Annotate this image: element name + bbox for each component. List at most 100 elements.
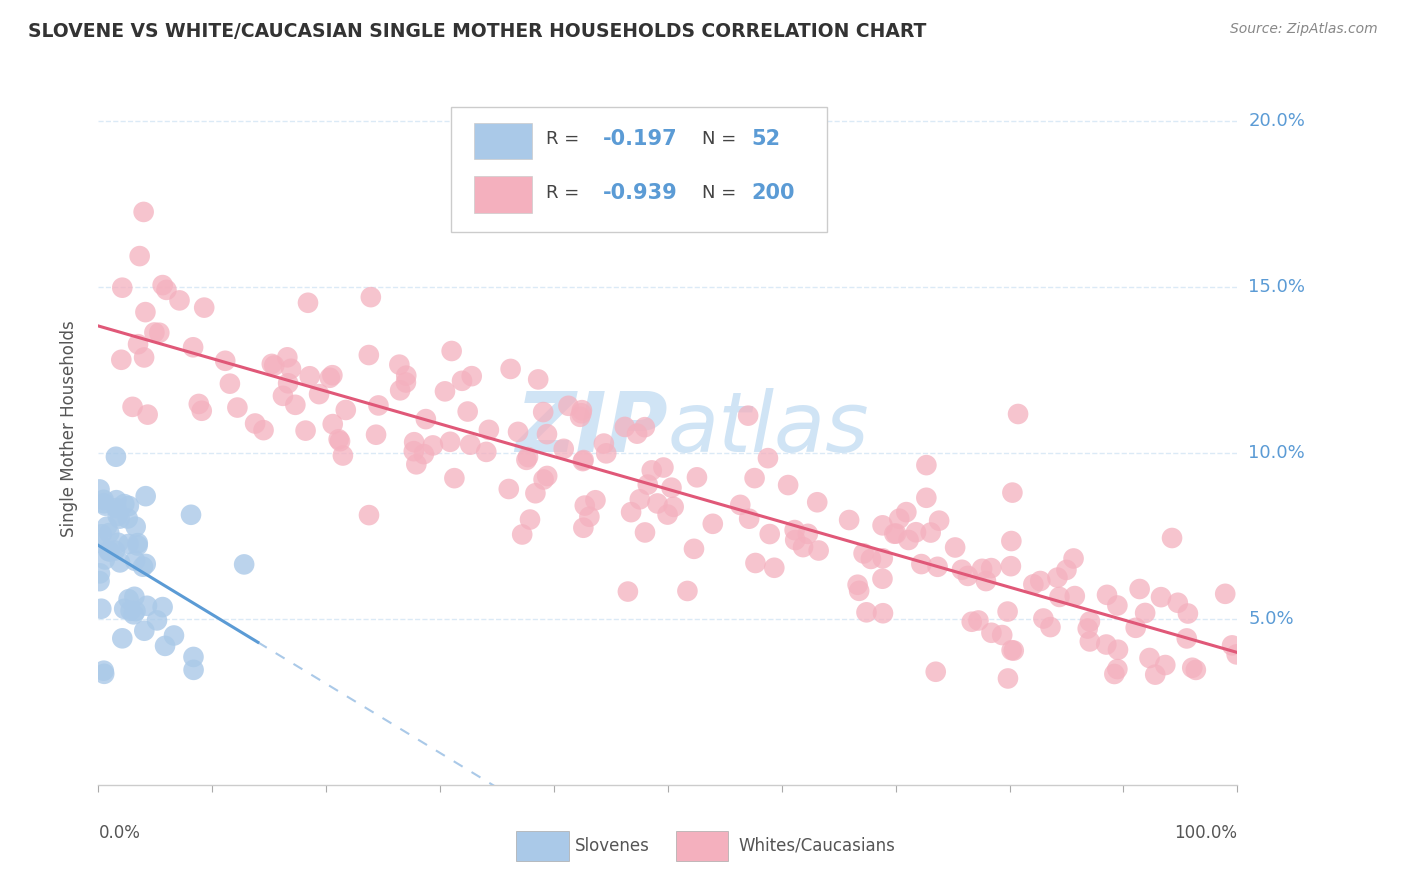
Point [1154, 658, 1177, 673]
Point [260, 357, 283, 371]
Point [744, 556, 766, 570]
Point [553, 442, 575, 456]
Point [357, 348, 380, 362]
Point [592, 436, 614, 450]
Point [1063, 589, 1085, 603]
Point [93, 664, 115, 678]
Point [357, 508, 380, 522]
Point [90, 527, 112, 541]
Point [117, 537, 139, 551]
Point [364, 427, 387, 442]
Point [104, 543, 127, 558]
Point [457, 404, 479, 418]
Point [90, 601, 112, 615]
Point [613, 420, 636, 434]
Point [920, 525, 942, 540]
Point [519, 512, 541, 526]
Point [112, 602, 135, 616]
Point [152, 278, 174, 293]
Point [1129, 582, 1152, 596]
Point [180, 508, 202, 522]
Point [1063, 551, 1085, 566]
Point [93, 496, 115, 510]
Point [105, 493, 128, 508]
Text: -0.197: -0.197 [603, 129, 678, 149]
Point [1095, 638, 1118, 652]
Point [152, 600, 174, 615]
Point [758, 527, 780, 541]
Point [852, 546, 875, 560]
Point [974, 574, 997, 588]
Point [524, 486, 547, 500]
Point [859, 552, 882, 566]
Point [124, 519, 146, 533]
Point [1133, 606, 1156, 620]
FancyBboxPatch shape [676, 831, 728, 861]
Point [1107, 642, 1129, 657]
Point [111, 632, 134, 646]
Point [187, 397, 209, 411]
Point [1107, 599, 1129, 613]
Point [1175, 632, 1198, 646]
Point [498, 482, 520, 496]
Point [510, 527, 533, 541]
Point [676, 584, 699, 599]
Point [872, 551, 894, 566]
Point [1104, 667, 1126, 681]
Point [997, 672, 1019, 686]
Point [1046, 571, 1069, 585]
Point [991, 628, 1014, 642]
Point [1000, 643, 1022, 657]
Text: 10.0%: 10.0% [1249, 444, 1305, 462]
Point [763, 561, 786, 575]
Point [533, 473, 555, 487]
Text: N =: N = [702, 184, 742, 202]
Point [572, 521, 595, 535]
Point [1000, 559, 1022, 574]
Point [402, 444, 425, 458]
Text: 15.0%: 15.0% [1249, 278, 1305, 296]
Point [1039, 620, 1062, 634]
Text: 52: 52 [751, 129, 780, 149]
Point [943, 541, 966, 555]
Point [683, 541, 706, 556]
Point [884, 526, 907, 541]
Point [135, 557, 157, 571]
Point [276, 351, 298, 365]
Point [124, 590, 146, 604]
Point [783, 523, 806, 537]
Point [219, 376, 242, 391]
Y-axis label: Single Mother Households: Single Mother Households [59, 320, 77, 536]
Point [121, 400, 143, 414]
Point [122, 607, 145, 622]
Point [1107, 662, 1129, 676]
Point [181, 340, 204, 354]
Point [308, 387, 330, 401]
FancyBboxPatch shape [516, 831, 569, 861]
Text: 0.0%: 0.0% [98, 824, 141, 842]
Point [439, 434, 461, 449]
Point [183, 663, 205, 677]
Point [506, 425, 529, 439]
Point [889, 512, 911, 526]
Point [112, 497, 135, 511]
Point [146, 614, 169, 628]
Point [634, 525, 657, 540]
Point [94, 552, 117, 566]
Point [574, 499, 596, 513]
Point [744, 471, 766, 485]
Text: R =: R = [546, 130, 585, 148]
Point [1077, 622, 1099, 636]
Point [297, 295, 319, 310]
Point [117, 511, 139, 525]
Point [1022, 577, 1045, 591]
Point [1167, 596, 1189, 610]
Point [395, 376, 418, 390]
Point [105, 501, 128, 516]
Point [972, 562, 994, 576]
Point [335, 403, 357, 417]
Point [806, 495, 828, 509]
Point [897, 533, 920, 547]
Point [536, 427, 558, 442]
Point [572, 454, 595, 468]
